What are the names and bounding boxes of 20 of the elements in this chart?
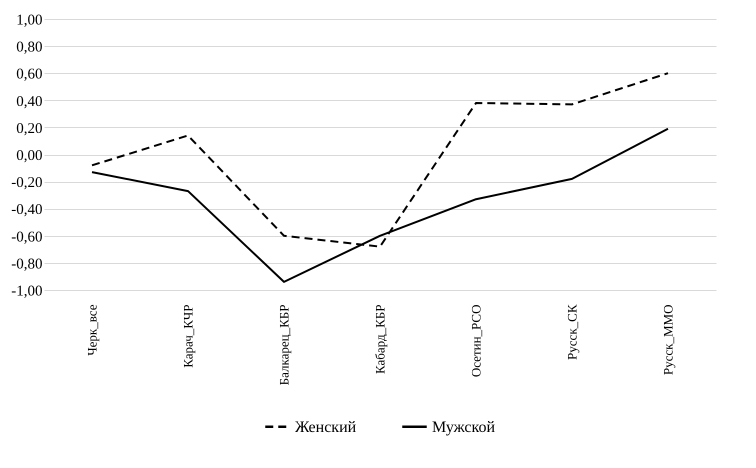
x-tick-label: Русск_ММО <box>660 304 676 376</box>
legend-label: Женский <box>295 418 357 436</box>
x-tick-label: Карач_КЧР <box>180 304 196 368</box>
x-tick-label: Черк_все <box>84 304 100 356</box>
y-tick-label: 0,60 <box>16 66 42 83</box>
y-tick-label: -0,20 <box>11 175 42 192</box>
x-tick-label: Кабард_КБР <box>372 304 388 374</box>
y-tick-label: 0,20 <box>16 120 42 137</box>
legend-label: Мужской <box>432 418 496 436</box>
y-tick-label: 0,80 <box>16 40 42 56</box>
y-tick-label: 0,00 <box>16 148 42 164</box>
y-tick-label: -1,00 <box>11 284 42 300</box>
y-tick-label: -0,40 <box>11 202 42 218</box>
x-tick-label: Балкарец_КБР <box>276 304 292 386</box>
y-tick-label: 1,00 <box>16 12 42 28</box>
x-tick-label: Осетин_РСО <box>468 304 484 378</box>
y-tick-label: -0,80 <box>11 256 42 272</box>
y-tick-label: 0,40 <box>16 94 42 110</box>
y-tick-label: -0,60 <box>11 229 42 246</box>
x-tick-label: Русск_СК <box>564 304 580 360</box>
